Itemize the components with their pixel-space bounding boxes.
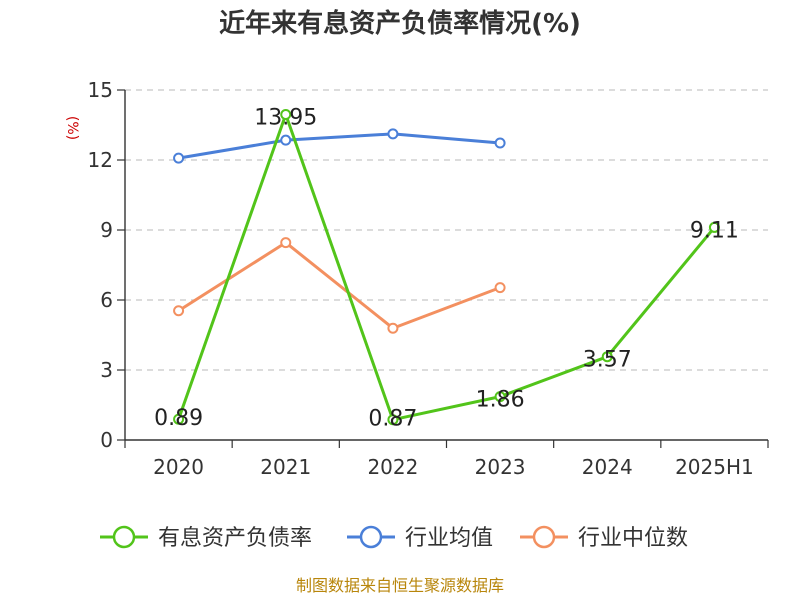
data-labels: 0.89 13.95 0.87 1.86 3.57 9.11 — [154, 106, 739, 432]
data-point — [173, 305, 185, 317]
data-point — [494, 282, 506, 294]
series-line-0 — [177, 113, 716, 422]
series-line-2 — [177, 241, 501, 330]
data-point — [708, 221, 720, 233]
data-point — [601, 351, 613, 363]
data-point — [387, 322, 399, 334]
source-note: 制图数据来自恒生聚源数据库 — [296, 576, 504, 595]
legend-label: 行业均值 — [405, 526, 493, 551]
legend-marker — [532, 525, 556, 549]
x-tick-label: 2020 — [153, 455, 204, 479]
data-label: 0.89 — [154, 406, 203, 431]
y-axis-unit: (%) — [64, 116, 80, 140]
data-label: 1.86 — [476, 388, 525, 413]
y-tick-label: 12 — [88, 148, 113, 172]
gridlines — [125, 89, 768, 371]
y-tick-label: 15 — [88, 78, 113, 102]
legend-marker — [112, 525, 136, 549]
data-point — [173, 413, 185, 425]
x-tick-label: 2023 — [475, 455, 526, 479]
series-line-1 — [178, 132, 501, 160]
legend-marker — [359, 525, 383, 549]
legend: 有息资产负债率 行业均值 行业中位数 — [100, 525, 688, 551]
data-label: 9.11 — [690, 218, 739, 243]
y-tick-label: 9 — [100, 218, 113, 242]
chart-title: 近年来有息资产负债率情况(%) — [219, 8, 581, 39]
y-tick-label: 6 — [100, 288, 113, 312]
x-tick-label: 2021 — [260, 455, 311, 479]
data-point — [280, 237, 292, 249]
x-tick-label: 2024 — [582, 455, 633, 479]
data-point — [494, 137, 506, 149]
data-point — [280, 134, 292, 146]
data-label: 13.95 — [254, 106, 317, 131]
data-point — [280, 109, 292, 120]
data-point — [387, 414, 399, 426]
data-point — [173, 152, 185, 164]
data-point — [494, 391, 506, 403]
x-tick-label: 2022 — [367, 455, 418, 479]
y-tick-label: 0 — [100, 428, 113, 452]
data-label: 3.57 — [583, 348, 632, 373]
axes: 0 3 6 9 12 15 2020 2021 2022 2023 2024 2025H1 — [88, 78, 769, 479]
data-label: 0.87 — [368, 407, 417, 432]
x-tick-label: 2025H1 — [675, 455, 754, 479]
legend-label: 行业中位数 — [578, 526, 688, 551]
y-tick-label: 3 — [100, 358, 113, 382]
series-group — [173, 109, 720, 426]
data-point — [387, 128, 399, 140]
legend-label: 有息资产负债率 — [158, 526, 312, 551]
